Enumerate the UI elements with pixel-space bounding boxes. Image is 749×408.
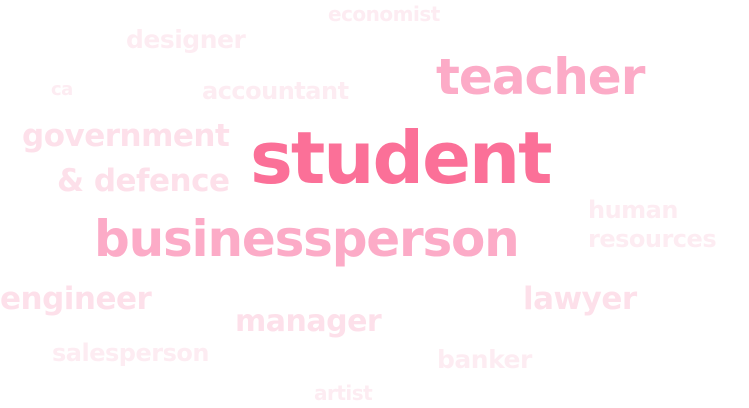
word-human-resources: human resources xyxy=(588,196,717,254)
word-human-resources-line1: human xyxy=(588,196,678,224)
word-accountant: accountant xyxy=(202,77,349,105)
word-manager: manager xyxy=(235,304,382,339)
word-defence: & defence xyxy=(57,163,230,199)
word-government: government xyxy=(22,118,230,154)
word-banker: banker xyxy=(437,345,532,374)
word-artist: artist xyxy=(314,381,373,405)
word-designer: designer xyxy=(126,25,246,54)
word-salesperson: salesperson xyxy=(52,339,209,367)
word-engineer: engineer xyxy=(0,281,152,317)
word-human-resources-line2: resources xyxy=(588,224,717,253)
word-teacher: teacher xyxy=(436,48,645,106)
word-student: student xyxy=(250,116,553,200)
word-businessperson: businessperson xyxy=(94,210,520,268)
word-lawyer: lawyer xyxy=(523,281,637,317)
word-economist: economist xyxy=(328,2,440,26)
word-ca: ca xyxy=(51,79,73,100)
